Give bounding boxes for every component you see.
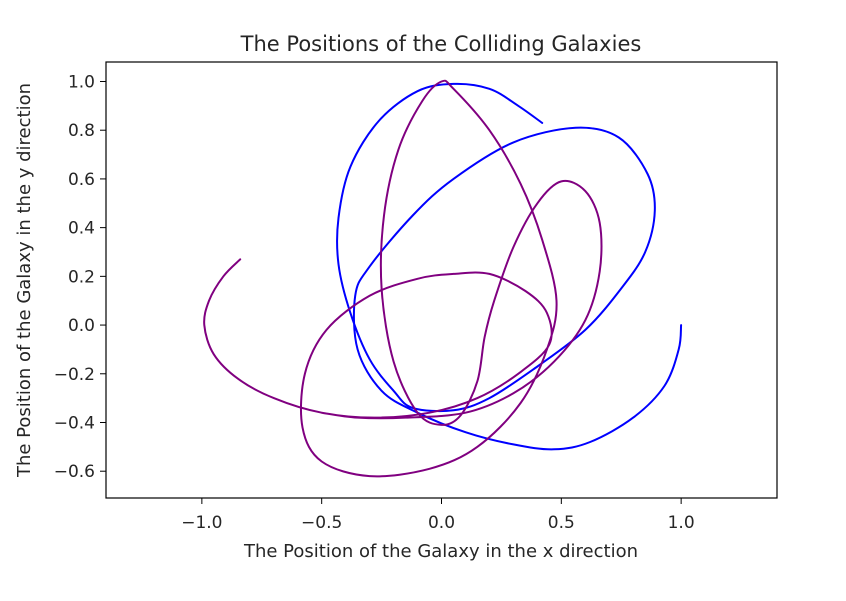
y-tick-label: −0.2 <box>54 365 95 385</box>
y-tick-label: 0.0 <box>68 316 95 336</box>
x-axis-label: The Position of the Galaxy in the x dire… <box>243 541 638 562</box>
x-tick-label: −0.5 <box>301 513 342 533</box>
plot-frame <box>105 61 778 499</box>
x-tick-label: −1.0 <box>181 513 222 533</box>
y-tick-label: 0.8 <box>68 121 95 141</box>
y-tick-label: −0.6 <box>54 462 95 482</box>
x-axis: −1.0 −0.5 0.0 0.5 1.0 <box>181 498 695 533</box>
series-line-1 <box>336 82 683 451</box>
y-tick-label: 0.4 <box>68 219 95 239</box>
y-tick-label: 1.0 <box>68 72 95 92</box>
y-axis-label: The Position of the Galaxy in the y dire… <box>14 83 35 478</box>
series-line-2 <box>203 79 603 478</box>
series-layer <box>203 79 683 478</box>
x-tick-label: 0.0 <box>428 513 455 533</box>
y-tick-label: −0.4 <box>54 413 95 433</box>
x-tick-label: 1.0 <box>668 513 695 533</box>
chart-title: The Positions of the Colliding Galaxies <box>240 32 642 56</box>
x-tick-label: 0.5 <box>548 513 575 533</box>
y-tick-label: 0.2 <box>68 267 95 287</box>
y-axis: −0.6 −0.4 −0.2 0.0 0.2 0.4 0.6 0.8 1.0 <box>54 72 106 482</box>
y-tick-label: 0.6 <box>68 170 95 190</box>
